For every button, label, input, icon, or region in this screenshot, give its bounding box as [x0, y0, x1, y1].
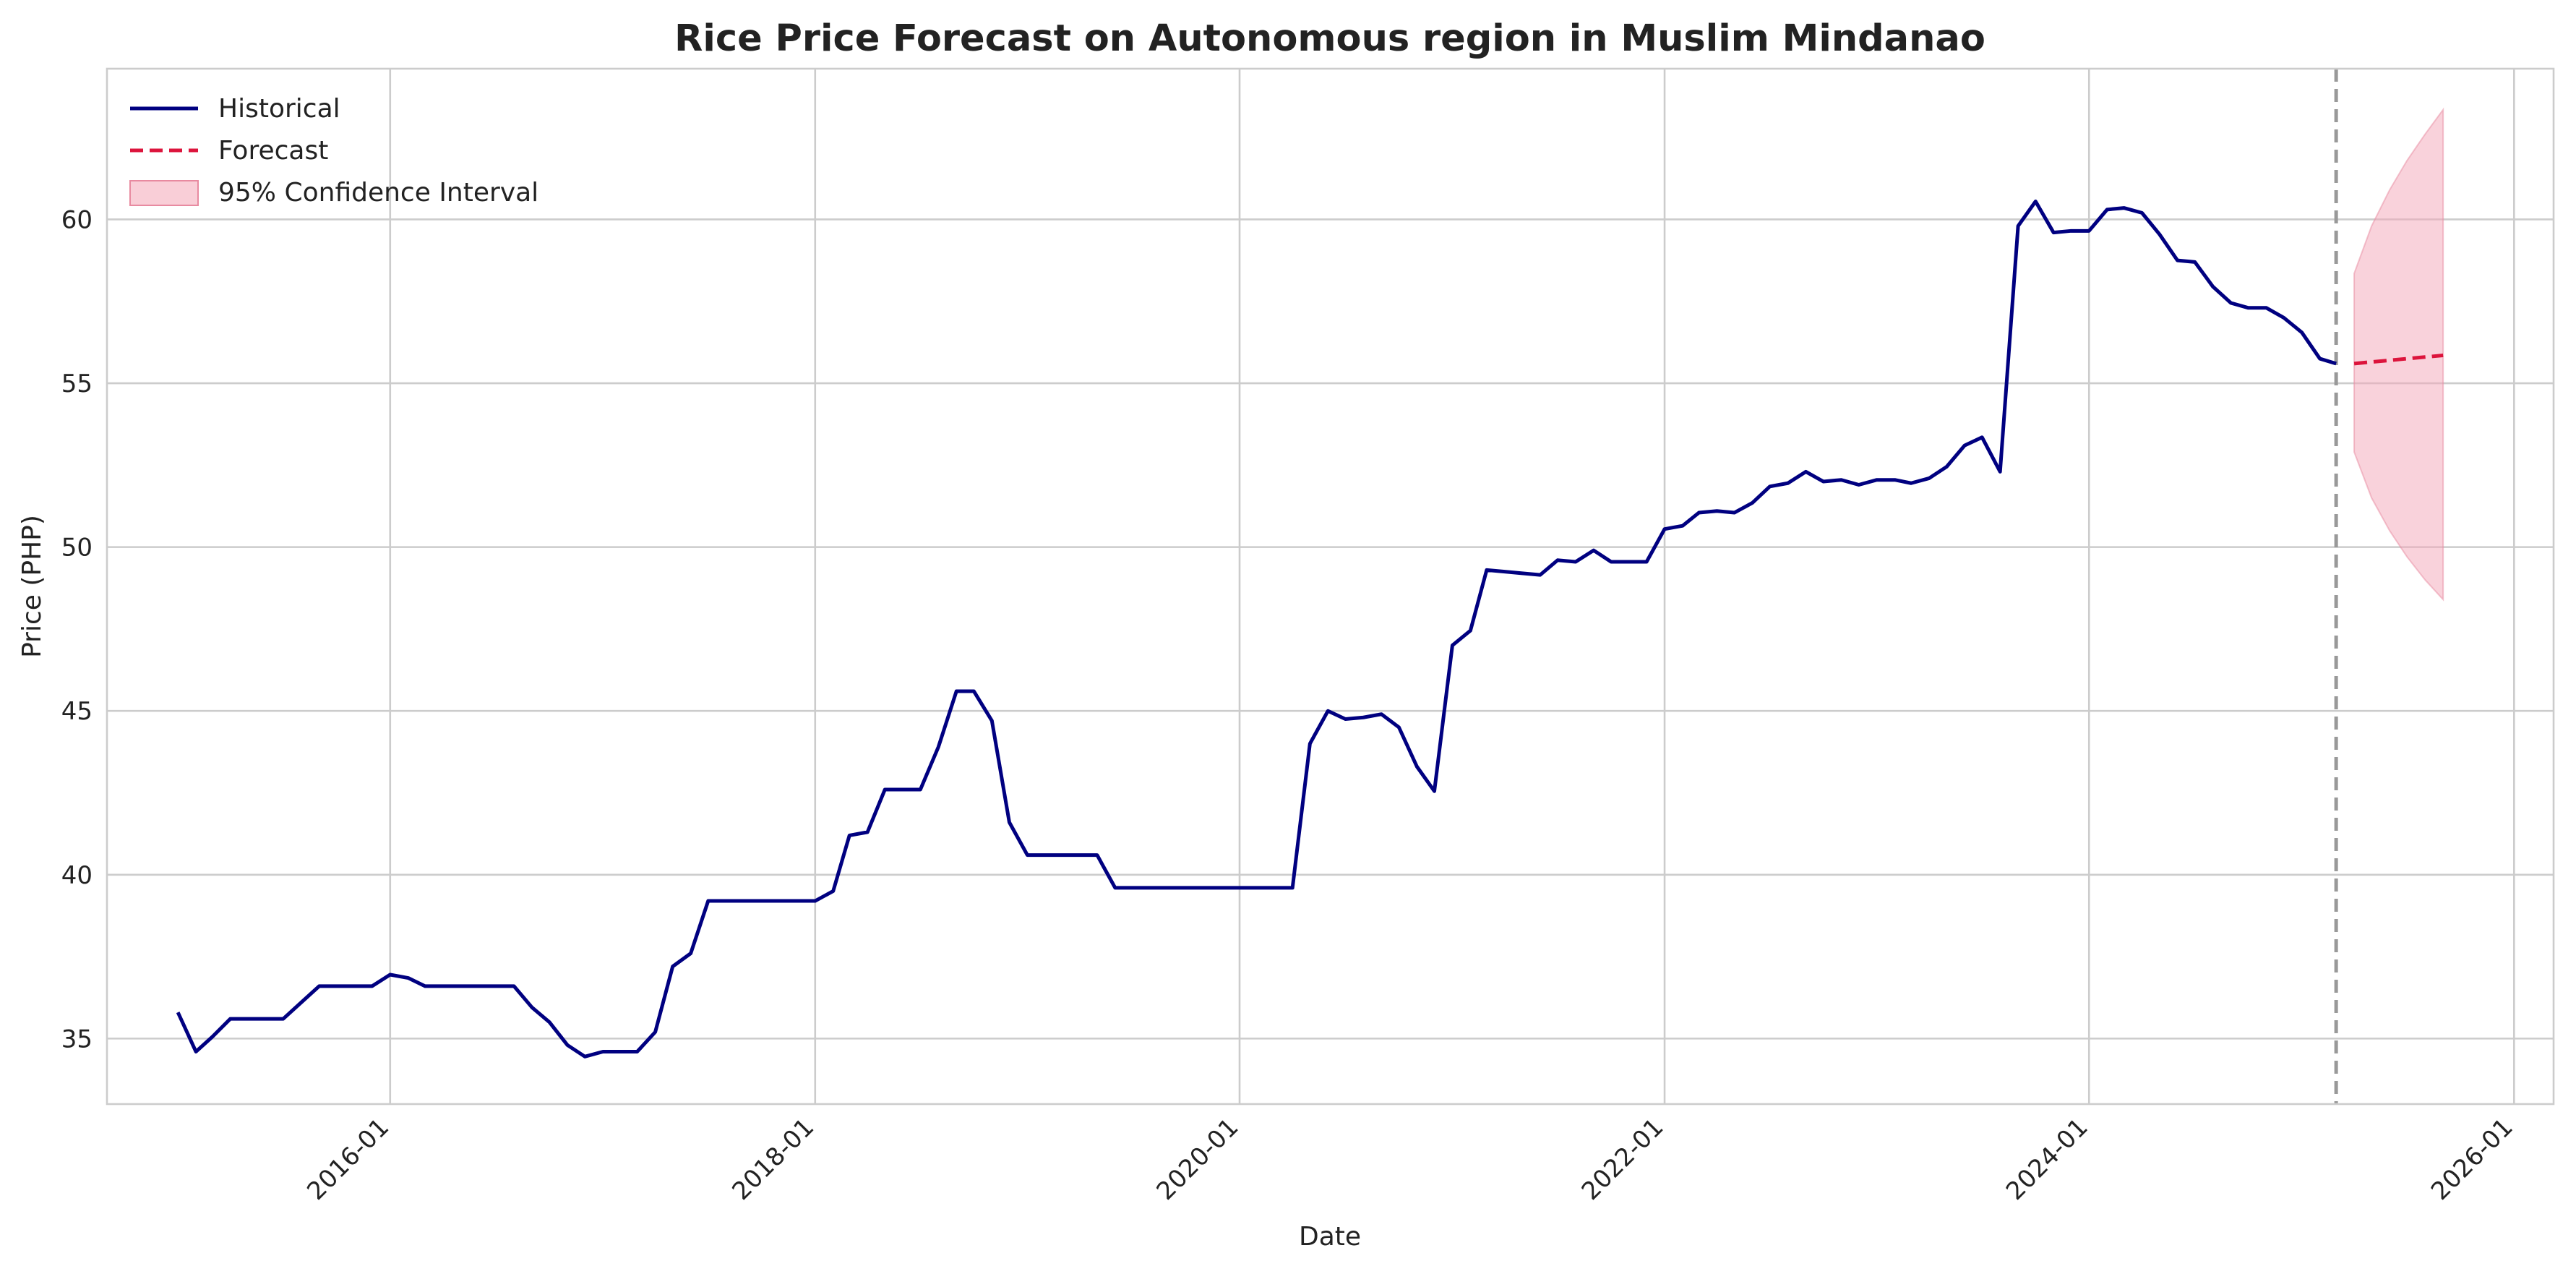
- x-axis-label: Date: [1299, 1222, 1361, 1252]
- y-tick-label: 50: [61, 534, 93, 563]
- y-tick-label: 45: [61, 697, 93, 726]
- y-axis-label: Price (PHP): [17, 515, 47, 658]
- y-axis-ticks: 35 40 45 50 55 60: [61, 205, 93, 1053]
- legend-forecast-label: Forecast: [218, 136, 328, 166]
- legend: Historical Forecast 95% Confidence Inter…: [129, 94, 538, 208]
- confidence-band: [2353, 107, 2444, 602]
- chart-title: Rice Price Forecast on Autonomous region…: [674, 17, 1985, 60]
- legend-historical-label: Historical: [218, 94, 340, 124]
- y-tick-label: 55: [61, 369, 93, 398]
- legend-confidence-swatch: [129, 180, 199, 206]
- y-tick-label: 40: [61, 861, 93, 890]
- forecast-line: [2353, 354, 2444, 366]
- y-tick-label: 35: [61, 1025, 93, 1053]
- y-tick-label: 60: [61, 205, 93, 234]
- historical-line: [176, 200, 2337, 1059]
- series-layer: [176, 200, 2444, 1059]
- plot-area-frame: [106, 67, 2555, 1106]
- confidence-band-layer: [2353, 107, 2444, 602]
- legend-confidence-label: 95% Confidence Interval: [218, 178, 538, 208]
